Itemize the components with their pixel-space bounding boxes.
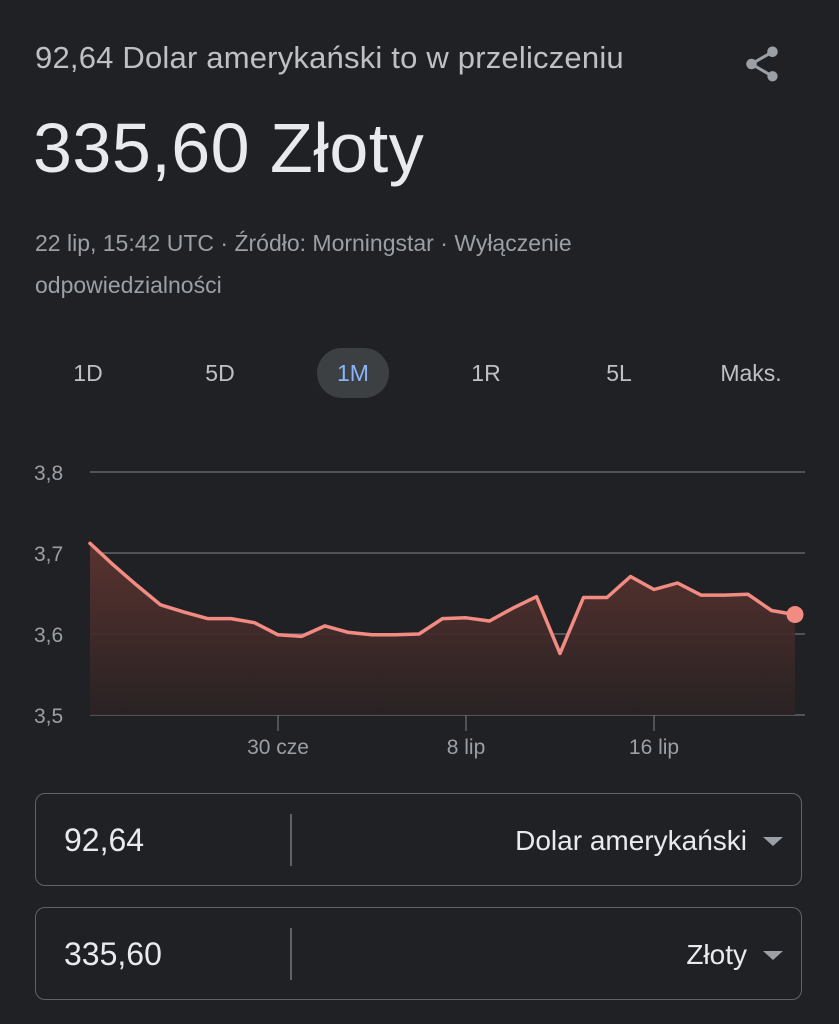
timestamp: 22 lip, 15:42 UTC: [35, 230, 214, 256]
x-tick-label: 30 cze: [247, 736, 309, 759]
range-tab-1r[interactable]: 1R: [471, 360, 501, 386]
converter-divider: [290, 928, 292, 980]
range-tab-1m[interactable]: 1M: [317, 348, 389, 398]
latest-point: [786, 606, 804, 624]
y-tick-label: 3,6: [34, 624, 63, 647]
meta-separator: ·: [433, 230, 455, 256]
to-amount-input[interactable]: 335,60: [64, 936, 162, 972]
time-range-tabs: 1D 5D 1M 1R 5L Maks.: [22, 348, 817, 400]
converter-from-row: 92,64 Dolar amerykański: [35, 793, 802, 886]
y-tick-label: 3,8: [34, 462, 63, 485]
y-tick-label: 3,7: [34, 543, 63, 566]
converted-result: 335,60 Złoty: [33, 109, 425, 187]
area-fill: [90, 543, 795, 715]
converter-to-row: 335,60 Złoty: [35, 907, 802, 1000]
converter-divider: [290, 814, 292, 866]
range-tab-max[interactable]: Maks.: [720, 360, 782, 386]
from-currency-label: Dolar amerykański: [515, 825, 747, 856]
to-currency-label: Złoty: [686, 939, 747, 970]
meta-info: 22 lip, 15:42 UTC · Źródło: Morningstar …: [35, 222, 675, 306]
share-button[interactable]: [734, 36, 790, 92]
x-tick-label: 8 lip: [447, 736, 486, 759]
range-tab-5d[interactable]: 5D: [205, 360, 235, 386]
y-tick-label: 3,5: [34, 705, 63, 728]
series-line: [88, 541, 797, 656]
chevron-down-icon: [763, 951, 783, 960]
from-currency-select[interactable]: Dolar amerykański: [515, 794, 783, 887]
range-tab-1d[interactable]: 1D: [73, 360, 103, 386]
from-amount-input[interactable]: 92,64: [64, 822, 145, 858]
meta-separator: ·: [213, 230, 235, 256]
to-currency-select[interactable]: Złoty: [686, 908, 783, 1001]
exchange-rate-chart: 3,8 3,7 3,6 3,5 30 cze 8 lip 16 lip: [34, 462, 805, 759]
source-link[interactable]: Źródło: Morningstar: [234, 230, 434, 256]
disclaimer-link[interactable]: Wyłączenie odpowiedzialności: [35, 230, 572, 298]
share-icon: [746, 46, 778, 82]
range-tab-5l[interactable]: 5L: [606, 360, 632, 386]
chevron-down-icon: [763, 837, 783, 846]
conversion-subtitle: 92,64 Dolar amerykański to w przeliczeni…: [35, 40, 624, 75]
x-tick-label: 16 lip: [629, 736, 679, 759]
